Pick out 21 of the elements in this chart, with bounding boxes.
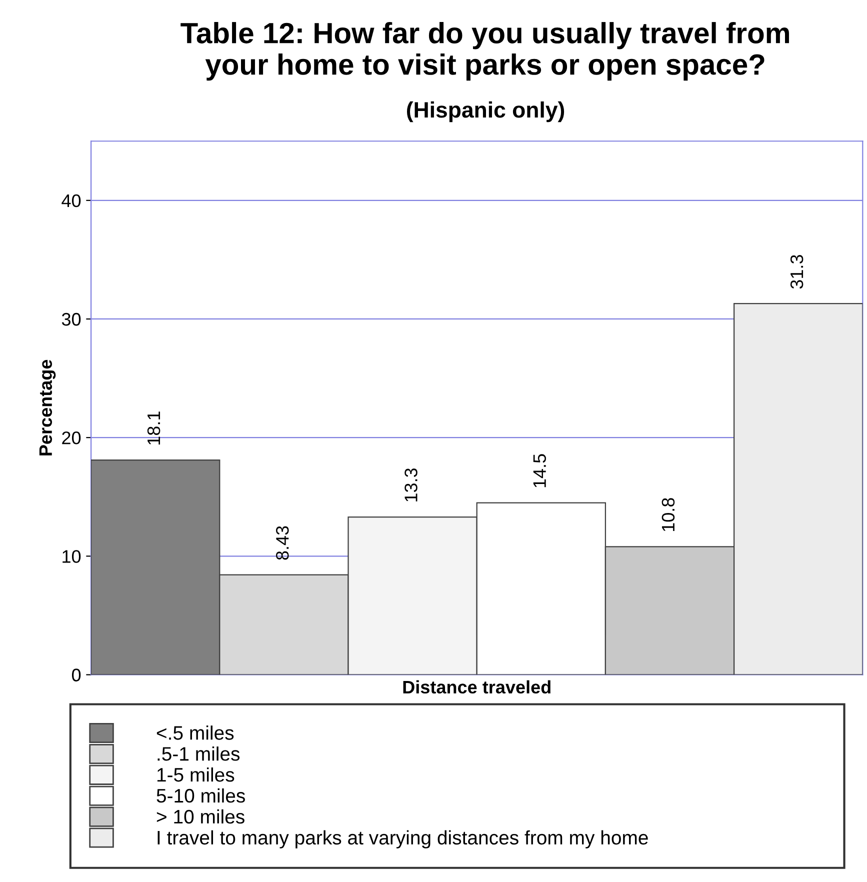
- y-axis-title: Percentage: [39, 360, 56, 456]
- legend-label: .5-1 miles: [158, 746, 240, 761]
- data-label: 18.1: [147, 412, 160, 444]
- legend-label: > 10 miles: [156, 809, 244, 824]
- chart-subtitle: (Hispanic only): [406, 101, 564, 122]
- chart-title: Table 12: How far do you usually travel from your home to visit parks or open space?: [180, 22, 789, 81]
- y-tick-label: 10: [62, 550, 81, 563]
- data-label: 31.3: [790, 254, 804, 289]
- y-tick-label: 0: [72, 668, 81, 682]
- legend-label: 1-5 miles: [157, 767, 234, 782]
- legend-label: I travel to many parks at varying distances from my home: [158, 830, 648, 848]
- data-label: 10.8: [662, 498, 675, 532]
- y-tick-label: 20: [62, 432, 81, 444]
- data-label: 14.5: [533, 454, 546, 488]
- legend-label: <.5 miles: [156, 726, 234, 740]
- legend-label: 5-10 miles: [156, 788, 245, 803]
- data-label: 8.43: [276, 526, 289, 560]
- x-axis-title: Distance traveled: [403, 680, 550, 694]
- y-tick-label: 30: [62, 312, 81, 326]
- y-tick-label: 40: [62, 194, 81, 208]
- data-label: 13.3: [404, 468, 418, 502]
